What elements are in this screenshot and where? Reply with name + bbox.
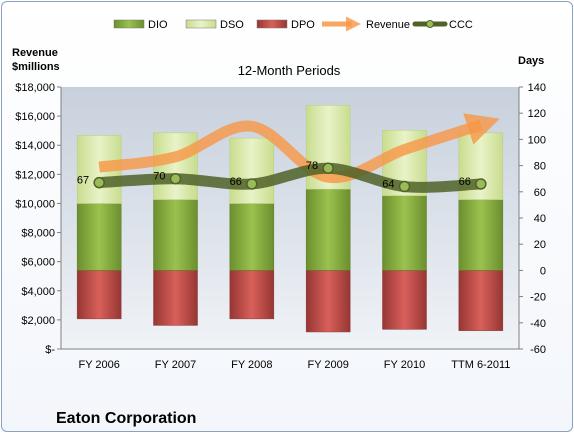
ccc-point xyxy=(322,162,334,174)
left-axis-label-line1: Revenue xyxy=(12,47,58,59)
legend-marker-ccc xyxy=(426,20,434,28)
right-axis-tick-label: 40 xyxy=(534,213,546,225)
dpo-bar xyxy=(153,270,198,326)
dpo-bar xyxy=(229,270,275,320)
legend-label-dio: DIO xyxy=(148,19,168,31)
legend-label-dso: DSO xyxy=(220,19,244,31)
dio-bar xyxy=(153,199,198,271)
right-axis-tick-label: 60 xyxy=(534,187,546,199)
left-axis-tick-label: $14,000 xyxy=(15,140,55,152)
right-axis-tick-label: 0 xyxy=(540,265,546,277)
left-axis-tick-label: $18,000 xyxy=(15,82,55,94)
legend-label-ccc: CCC xyxy=(449,19,473,31)
legend-label-dpo: DPO xyxy=(291,19,315,31)
plot-area xyxy=(61,87,519,349)
ccc-point xyxy=(398,180,411,193)
right-axis-tick-label: 120 xyxy=(528,108,546,120)
chart-title: 12-Month Periods xyxy=(238,63,341,78)
right-axis-tick-label: -20 xyxy=(530,292,546,304)
legend-swatch-dio xyxy=(113,19,145,29)
right-axis-tick-label: 140 xyxy=(528,82,546,94)
x-axis-tick-label: FY 2009 xyxy=(307,359,348,371)
ccc-data-label: 67 xyxy=(77,175,89,187)
dio-bar xyxy=(458,199,504,271)
dpo-bar xyxy=(76,270,122,320)
left-axis-tick-label: $10,000 xyxy=(15,198,55,210)
company-name: Eaton Corporation xyxy=(56,410,196,427)
legend-swatch-dso xyxy=(185,19,217,29)
ccc-data-label: 64 xyxy=(382,179,394,191)
ccc-point xyxy=(93,176,105,189)
right-axis-tick-label: -60 xyxy=(530,344,546,356)
dio-bar xyxy=(305,188,351,271)
x-axis-tick-label: FY 2008 xyxy=(231,359,272,371)
dio-bar xyxy=(76,203,122,271)
right-axis-tick-label: -40 xyxy=(530,318,546,330)
dpo-bar xyxy=(305,270,351,333)
dio-bar xyxy=(229,203,275,271)
right-axis-tick-label: 80 xyxy=(534,161,546,173)
dpo-bar xyxy=(458,270,504,331)
left-axis-label-line2: $millions xyxy=(12,61,60,73)
dso-bar xyxy=(229,137,275,204)
right-axis-tick-label: 20 xyxy=(534,239,546,251)
ccc-data-label: 78 xyxy=(306,160,318,172)
right-axis-tick-label: 100 xyxy=(528,134,546,146)
left-axis-tick-label: $2,000 xyxy=(21,315,55,327)
legend-swatch-dpo xyxy=(256,19,288,29)
left-axis-tick-label: $4,000 xyxy=(21,286,55,298)
left-axis-tick-label: $16,000 xyxy=(15,111,55,123)
ccc-point xyxy=(246,178,258,190)
ccc-data-label: 66 xyxy=(230,176,242,188)
revenue-line xyxy=(98,113,500,184)
left-axis-tick-label: $6,000 xyxy=(21,257,55,269)
dio-bar xyxy=(382,195,427,271)
left-axis-tick-label: $8,000 xyxy=(21,228,55,240)
dpo-bar xyxy=(382,270,427,330)
ccc-data-label: 70 xyxy=(153,171,165,183)
x-axis-tick-label: FY 2006 xyxy=(78,359,119,371)
left-axis-tick-label: $12,000 xyxy=(15,169,55,181)
legend-label-revenue: Revenue xyxy=(366,19,410,31)
dso-bar xyxy=(153,132,198,200)
x-axis-tick-label: FY 2007 xyxy=(155,359,196,371)
ccc-point xyxy=(475,178,487,190)
x-axis-tick-label: FY 2010 xyxy=(384,359,425,371)
right-axis-label: Days xyxy=(518,55,544,67)
ccc-data-label: 66 xyxy=(459,176,471,188)
x-axis-tick-label: TTM 6-2011 xyxy=(451,359,510,371)
ccc-point xyxy=(169,172,182,185)
left-axis-tick-label: $- xyxy=(45,344,55,356)
ccc-line xyxy=(93,162,487,193)
